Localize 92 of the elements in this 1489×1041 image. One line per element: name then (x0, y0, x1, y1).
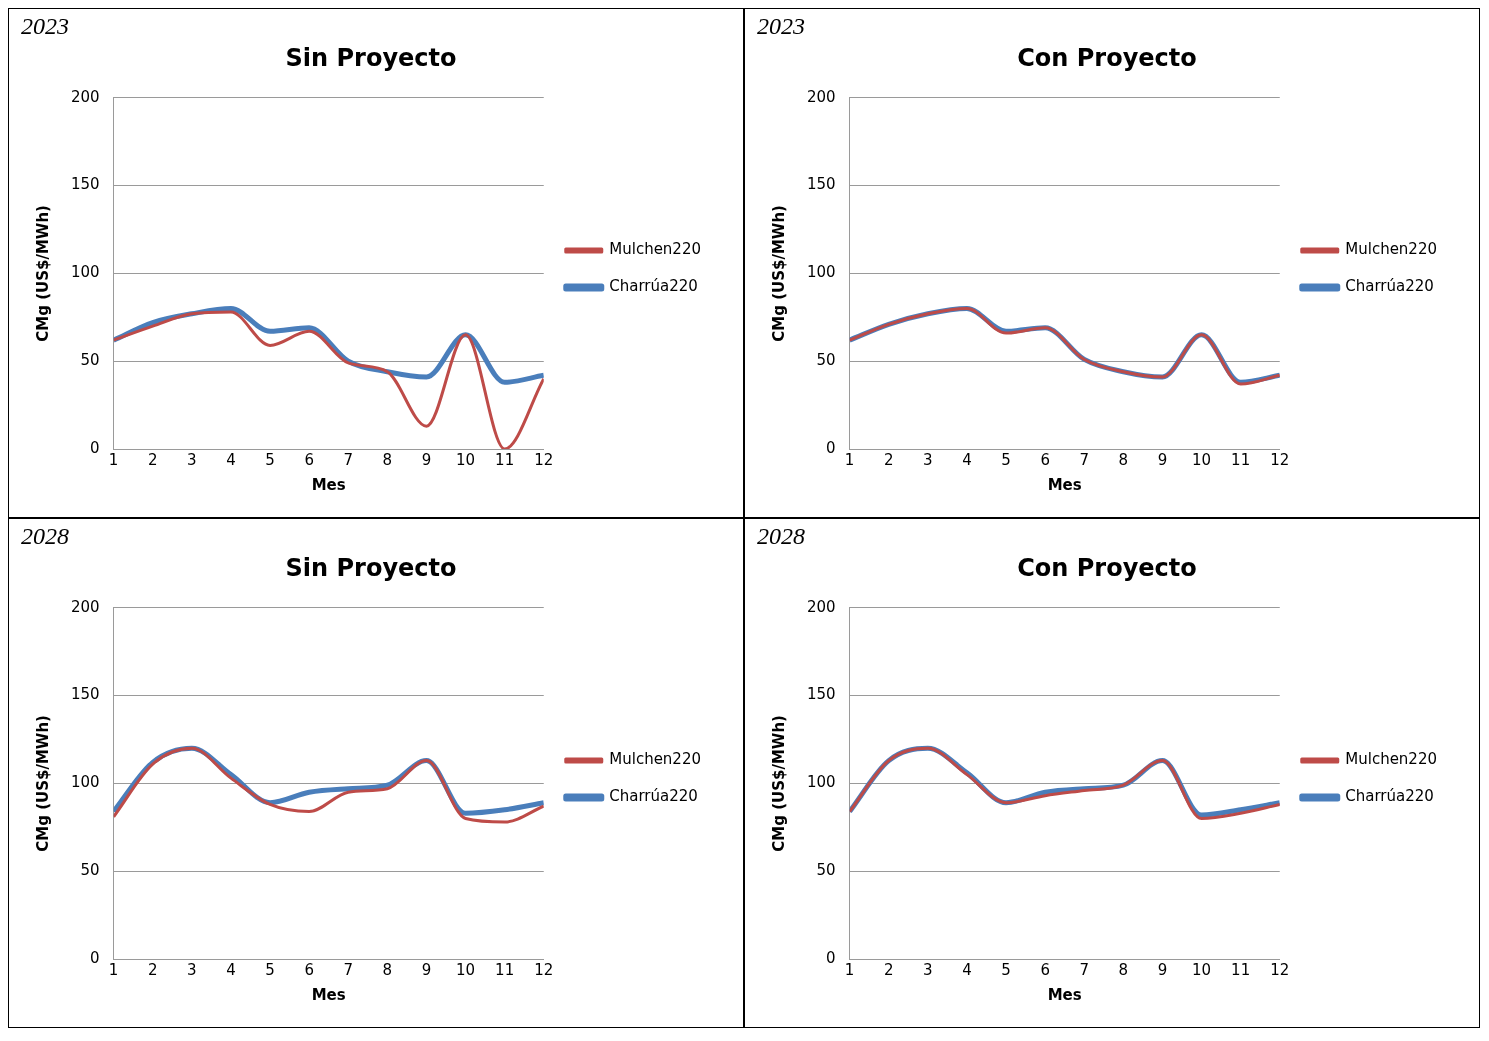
x-tick-label: 2 (147, 960, 158, 979)
x-tick-label: 8 (1118, 450, 1129, 469)
x-tick-label: 10 (456, 960, 476, 979)
x-axis-title: Mes (1047, 985, 1082, 1004)
y-tick-label: 150 (70, 175, 100, 194)
y-tick-label: 50 (80, 861, 100, 880)
x-tick-label: 6 (1040, 960, 1050, 979)
x-tick-label: 10 (1192, 450, 1212, 469)
legend-label: Mulchen220 (1345, 240, 1438, 259)
x-tick-label: 12 (1270, 960, 1290, 979)
y-axis-title: CMg (US$/MWh) (33, 715, 52, 852)
legend-label: Mulchen220 (1345, 750, 1438, 769)
legend-label: Charrúa220 (609, 277, 698, 296)
x-tick-label: 5 (1001, 960, 1011, 979)
x-tick-label: 8 (382, 960, 393, 979)
chart-title: Sin Proyecto (285, 43, 457, 72)
x-tick-label: 10 (1192, 960, 1212, 979)
x-tick-label: 4 (962, 960, 972, 979)
x-tick-label: 1 (108, 960, 119, 979)
y-tick-label: 0 (90, 948, 100, 967)
legend-label: Mulchen220 (609, 750, 702, 769)
legend-label: Charrúa220 (609, 787, 698, 806)
y-tick-label: 100 (70, 263, 100, 282)
x-tick-label: 2 (883, 450, 894, 469)
y-tick-label: 200 (70, 87, 100, 106)
y-tick-label: 200 (70, 597, 100, 616)
x-tick-label: 9 (1157, 450, 1168, 469)
text: 2023 (21, 13, 70, 39)
x-tick-label: 3 (187, 960, 197, 979)
x-tick-label: 7 (1079, 450, 1090, 469)
legend-label: Charrúa220 (1345, 277, 1434, 296)
x-tick-label: 3 (923, 960, 933, 979)
x-tick-label: 9 (421, 960, 432, 979)
y-tick-label: 150 (806, 685, 836, 704)
text: 2028 (21, 523, 70, 549)
x-tick-label: 11 (495, 450, 515, 469)
y-axis-title: CMg (US$/MWh) (769, 715, 788, 852)
y-tick-label: 100 (806, 773, 836, 792)
x-tick-label: 3 (187, 450, 197, 469)
x-tick-label: 4 (962, 450, 972, 469)
x-tick-label: 10 (456, 450, 476, 469)
x-tick-label: 1 (844, 960, 855, 979)
x-tick-label: 7 (343, 450, 354, 469)
x-tick-label: 6 (1040, 450, 1050, 469)
x-tick-label: 5 (265, 960, 275, 979)
x-tick-label: 1 (844, 450, 855, 469)
x-axis-title: Mes (1047, 475, 1082, 494)
x-tick-label: 11 (1231, 450, 1251, 469)
text: 2028 (757, 523, 806, 549)
x-tick-label: 11 (495, 960, 515, 979)
y-tick-label: 150 (806, 175, 836, 194)
y-tick-label: 150 (70, 685, 100, 704)
y-tick-label: 200 (806, 597, 836, 616)
x-tick-label: 9 (1157, 960, 1168, 979)
x-tick-label: 6 (304, 960, 314, 979)
x-tick-label: 12 (534, 960, 554, 979)
legend-label: Mulchen220 (609, 240, 702, 259)
x-tick-label: 2 (883, 960, 894, 979)
x-tick-label: 8 (1118, 960, 1129, 979)
x-tick-label: 8 (382, 450, 393, 469)
text: 2023 (757, 13, 806, 39)
y-tick-label: 50 (816, 861, 836, 880)
y-tick-label: 50 (80, 351, 100, 370)
y-axis-title: CMg (US$/MWh) (33, 205, 52, 342)
y-tick-label: 0 (826, 948, 836, 967)
x-tick-label: 5 (1001, 450, 1011, 469)
y-tick-label: 50 (816, 351, 836, 370)
y-tick-label: 0 (90, 438, 100, 457)
legend-label: Charrúa220 (1345, 787, 1434, 806)
y-tick-label: 200 (806, 87, 836, 106)
x-tick-label: 12 (1270, 450, 1290, 469)
x-tick-label: 9 (421, 450, 432, 469)
x-tick-label: 4 (226, 960, 236, 979)
x-tick-label: 5 (265, 450, 275, 469)
x-tick-label: 1 (108, 450, 119, 469)
x-tick-label: 7 (1079, 960, 1090, 979)
x-axis-title: Mes (311, 475, 346, 494)
x-tick-label: 12 (534, 450, 554, 469)
y-tick-label: 100 (806, 263, 836, 282)
y-tick-label: 100 (70, 773, 100, 792)
chart-title: Con Proyecto (1017, 43, 1197, 72)
x-tick-label: 4 (226, 450, 236, 469)
chart-title: Sin Proyecto (285, 553, 457, 582)
y-tick-label: 0 (826, 438, 836, 457)
y-axis-title: CMg (US$/MWh) (769, 205, 788, 342)
x-tick-label: 11 (1231, 960, 1251, 979)
x-tick-label: 2 (147, 450, 158, 469)
x-tick-label: 3 (923, 450, 933, 469)
x-axis-title: Mes (311, 985, 346, 1004)
chart-title: Con Proyecto (1017, 553, 1197, 582)
x-tick-label: 7 (343, 960, 354, 979)
x-tick-label: 6 (304, 450, 314, 469)
